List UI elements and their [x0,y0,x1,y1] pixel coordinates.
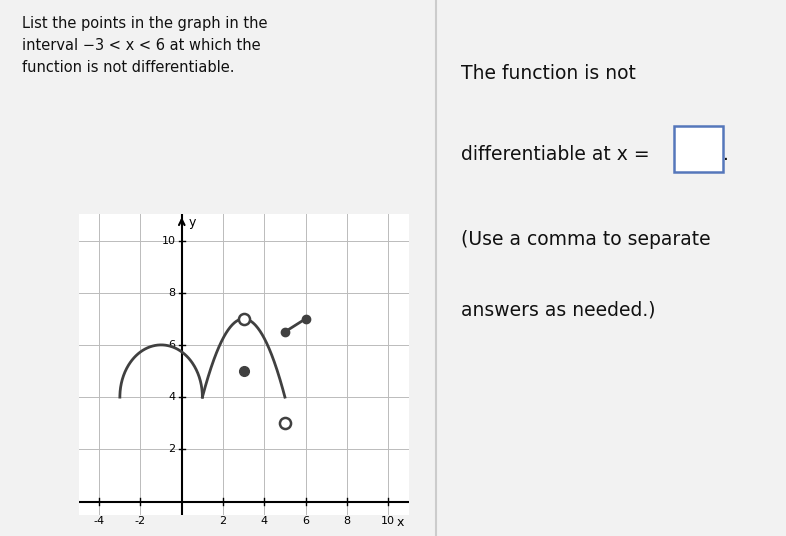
Text: 2: 2 [219,516,226,526]
Text: The function is not: The function is not [461,64,636,83]
Text: 6: 6 [302,516,309,526]
Text: 4: 4 [168,392,175,402]
Text: (Use a comma to separate: (Use a comma to separate [461,230,711,249]
Text: 4: 4 [261,516,268,526]
Text: -4: -4 [94,516,105,526]
Text: List the points in the graph in the
interval −3 < x < 6 at which the
function is: List the points in the graph in the inte… [22,16,267,76]
Text: .: . [723,145,729,163]
Text: 6: 6 [168,340,175,350]
Text: 2: 2 [168,444,175,455]
FancyBboxPatch shape [674,126,723,172]
Text: differentiable at x =: differentiable at x = [461,145,656,163]
Text: 10: 10 [381,516,395,526]
Text: y: y [189,215,196,229]
Text: 8: 8 [168,288,175,297]
Text: 8: 8 [343,516,351,526]
Text: -2: -2 [135,516,146,526]
Text: x: x [397,516,404,529]
Text: answers as needed.): answers as needed.) [461,300,656,319]
Text: 10: 10 [162,235,175,245]
